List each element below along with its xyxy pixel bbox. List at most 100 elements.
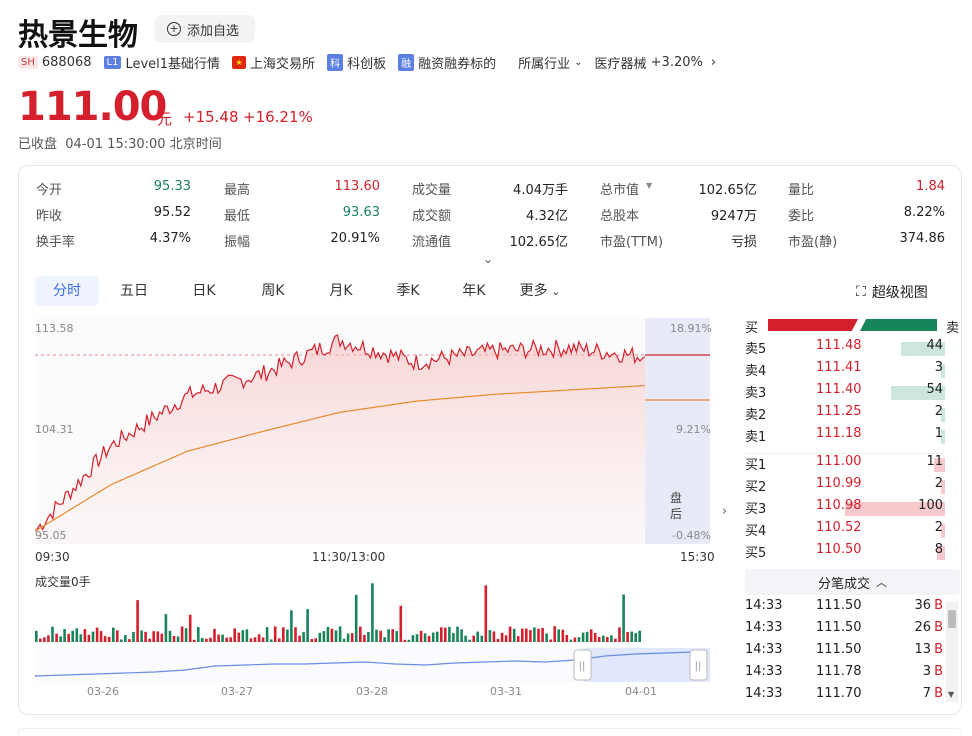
tab-6[interactable]: 年K <box>441 276 507 306</box>
volume-bar <box>423 633 427 642</box>
volume-bar <box>205 638 208 642</box>
scrollbar-thumb[interactable] <box>948 610 956 628</box>
chevron-right-icon[interactable]: › <box>722 504 728 519</box>
stat-label: 流通值 <box>412 235 452 250</box>
volume-bar <box>172 636 176 642</box>
volume-bar <box>47 635 50 642</box>
volume-bar <box>472 635 475 642</box>
ask-row[interactable]: 卖2 111.25 2 <box>745 404 945 426</box>
level-volume: 54 <box>926 382 943 397</box>
tab-7[interactable]: 更多 ⌄ <box>507 276 573 306</box>
stat-label[interactable]: 总市值 <box>600 183 640 198</box>
ask-row[interactable]: 卖1 111.18 1 <box>745 426 945 448</box>
stat-value: 9247万 <box>710 209 757 224</box>
price-change-percent: +16.21% <box>243 108 313 126</box>
level-label: 买4 <box>745 524 767 539</box>
volume-bar <box>363 635 366 642</box>
buy-ratio-bar <box>768 319 858 331</box>
volume-bar <box>901 342 945 356</box>
volume-bar <box>346 633 350 642</box>
volume-bar <box>71 630 74 642</box>
after-hours-label: 盘后 <box>670 491 683 521</box>
volume-bar <box>152 631 155 642</box>
expand-chevron-icon[interactable]: ⌄ <box>483 252 494 266</box>
bid-row[interactable]: 买3 110.98 100 <box>745 498 945 520</box>
level-volume: 3 <box>934 360 943 375</box>
navigator-right-handle[interactable] <box>689 649 708 681</box>
volume-bar <box>290 610 293 642</box>
chevron-right-icon: › <box>710 54 717 70</box>
level-price: 110.98 <box>816 498 862 513</box>
level-price: 111.40 <box>816 382 862 397</box>
volume-bar <box>480 635 484 642</box>
volume-bar <box>891 386 945 400</box>
dropdown-caret-icon[interactable]: ▼ <box>646 181 653 190</box>
add-watchlist-button[interactable]: + 添加自选 <box>155 15 255 43</box>
level-badge: L1 <box>103 55 122 69</box>
intraday-chart[interactable] <box>35 318 710 593</box>
exchange-label[interactable]: 上海交易所 <box>250 56 316 72</box>
tab-1[interactable]: 五日 <box>99 276 169 306</box>
tick-row: 14:33 111.50 26 B <box>745 620 945 642</box>
volume-bar <box>541 628 544 642</box>
volume-bar <box>144 631 147 642</box>
y-axis-label-bottom: 95.05 <box>35 529 67 542</box>
ask-row[interactable]: 卖3 111.40 54 <box>745 382 945 404</box>
tab-2[interactable]: 日K <box>169 276 239 306</box>
volume-label: 成交量0手 <box>35 575 91 589</box>
level-price: 111.48 <box>816 338 862 353</box>
volume-bar <box>427 635 431 642</box>
tick-price: 111.50 <box>816 642 862 657</box>
fullscreen-icon: ⛶ <box>856 284 866 300</box>
stock-meta-row: SH 688068 L1 Level1基础行情 ★ 上海交易所 科科创板 融融资融券标… <box>18 52 728 72</box>
margin-label[interactable]: 融资融券标的 <box>418 56 497 72</box>
level-label[interactable]: Level1基础行情 <box>125 56 221 72</box>
volume-bar <box>282 627 285 642</box>
volume-bar <box>618 627 621 642</box>
volume-bar <box>359 626 362 642</box>
tick-side: B <box>934 598 943 613</box>
industry-dropdown[interactable]: 所属行业 ⌄ <box>518 53 582 72</box>
current-price: 111.00 <box>18 84 167 130</box>
navigator-left-handle[interactable] <box>573 649 592 681</box>
bid-row[interactable]: 买2 110.99 2 <box>745 476 945 498</box>
volume-bar <box>261 637 265 642</box>
tick-row: 14:33 111.50 36 B <box>745 598 945 620</box>
volume-bar <box>168 630 172 642</box>
volume-bar <box>512 628 516 642</box>
bid-row[interactable]: 买4 110.52 2 <box>745 520 945 542</box>
volume-bar <box>197 627 200 642</box>
stat-label: 成交额 <box>412 209 452 224</box>
tab-4[interactable]: 月K <box>307 276 375 306</box>
volume-bar <box>107 636 111 642</box>
tick-volume: 3 <box>922 664 931 679</box>
scroll-down-icon[interactable]: ▼ <box>948 690 955 699</box>
volume-bar <box>622 594 625 642</box>
volume-bar <box>326 626 330 642</box>
bid-row[interactable]: 买1 111.00 11 <box>745 454 945 476</box>
tab-label: 季K <box>396 283 420 299</box>
volume-bar <box>132 631 135 642</box>
ask-row[interactable]: 卖5 111.48 44 <box>745 338 945 360</box>
nav-date: 03-31 <box>490 685 522 698</box>
bid-row[interactable]: 买5 110.50 8 <box>745 542 945 564</box>
industry-link[interactable]: 医疗器械 +3.20% › <box>595 53 717 72</box>
volume-bar <box>342 638 346 642</box>
stat-value: 374.86 <box>899 231 946 246</box>
tab-3[interactable]: 周K <box>239 276 307 306</box>
tab-label: 年K <box>462 283 486 299</box>
tab-5[interactable]: 季K <box>375 276 441 306</box>
stat-label: 量比 <box>788 183 815 198</box>
volume-bar <box>508 626 512 642</box>
tick-side: B <box>934 620 943 635</box>
ticks-scrollbar[interactable]: ▼ <box>946 602 958 702</box>
ask-row[interactable]: 卖4 111.41 3 <box>745 360 945 382</box>
star-market-label[interactable]: 科创板 <box>347 56 387 72</box>
volume-bar <box>488 630 492 642</box>
range-navigator[interactable]: || || <box>35 648 710 682</box>
super-view-button[interactable]: ⛶ 超级视图 <box>856 282 928 302</box>
level-price: 111.00 <box>816 454 862 469</box>
tick-row: 14:33 111.78 3 B <box>745 664 945 686</box>
tab-0[interactable]: 分时 <box>35 276 99 306</box>
ticks-toggle[interactable]: 分笔成交 ︿ <box>745 569 960 595</box>
